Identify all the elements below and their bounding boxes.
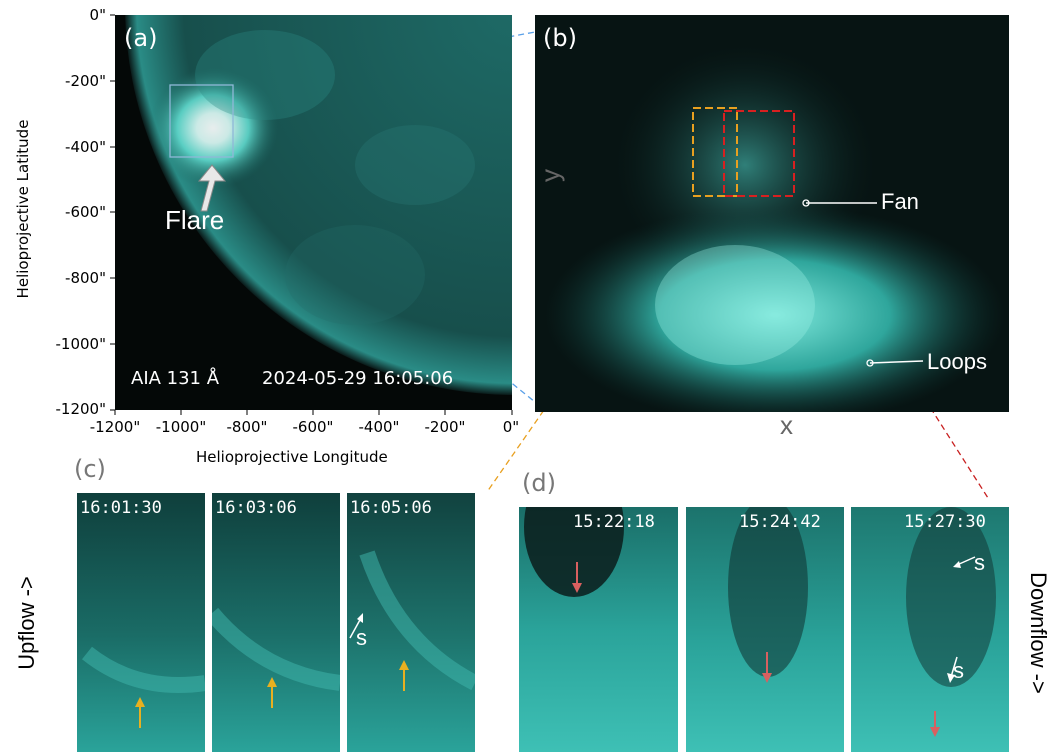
y-tick-2: -400" — [65, 138, 106, 156]
panel-c-frame-3 — [347, 493, 475, 752]
panel-d-frame-3 — [851, 507, 1009, 752]
panel-b-image — [535, 15, 1009, 412]
x-tick-2: -800" — [226, 418, 268, 436]
fan-label: Fan — [881, 189, 919, 214]
panel-a-axes — [110, 14, 513, 415]
y-tick-0: 0" — [89, 6, 106, 24]
panel-d-s-label-top: s — [974, 550, 985, 575]
panel-b-label: (b) — [543, 24, 577, 52]
panel-c-time-1: 16:01:30 — [80, 498, 162, 518]
x-tick-4: -400" — [358, 418, 400, 436]
orange-arrow-icon — [399, 660, 409, 691]
panel-c-label: (c) — [74, 455, 106, 483]
white-pointer-arrow-icon — [349, 613, 363, 639]
red-arrow-icon — [930, 711, 940, 737]
panel-a-image — [115, 15, 512, 410]
orange-arrow-icon — [135, 697, 145, 728]
y-tick-6: -1200" — [55, 400, 107, 418]
panel-c-frame-2 — [212, 493, 340, 752]
red-arrow-icon — [572, 562, 582, 593]
y-tick-4: -800" — [65, 269, 106, 287]
panel-d-time-3: 15:27:30 — [904, 512, 986, 532]
panel-a-label: (a) — [124, 24, 158, 52]
downflow-label: Downflow -> — [1025, 572, 1047, 694]
loops-label: Loops — [927, 349, 987, 374]
white-arrow-icon — [197, 164, 227, 212]
panel-a-time: 2024-05-29 16:05:06 — [262, 368, 454, 389]
x-tick-3: -600" — [292, 418, 334, 436]
x-tick-0: -1200" — [89, 418, 141, 436]
panel-d-time-2: 15:24:42 — [739, 512, 821, 532]
panel-d-time-1: 15:22:18 — [573, 512, 655, 532]
panel-c-frame-1 — [77, 493, 205, 752]
flare-label: Flare — [165, 205, 225, 235]
panel-b-y-label: y — [535, 169, 565, 182]
red-arrow-icon — [762, 652, 772, 683]
panel-d-label: (d) — [522, 469, 556, 497]
panel-c-time-2: 16:03:06 — [215, 498, 297, 518]
x-tick-5: -200" — [424, 418, 466, 436]
panel-a-instrument: AIA 131 Å — [131, 368, 220, 389]
panel-c-s-label: s — [356, 625, 367, 650]
white-pointer-arrow-icon — [953, 556, 976, 568]
x-tick-6: 0" — [502, 418, 520, 436]
solar-disk-graphic — [125, 15, 512, 395]
upflow-label: Upflow -> — [13, 576, 39, 670]
y-tick-1: -200" — [65, 72, 106, 90]
panel-d-frame-1 — [519, 507, 678, 752]
panel-d-s-label-mid: s — [953, 658, 964, 683]
y-tick-3: -600" — [65, 203, 106, 221]
orange-arrow-icon — [267, 677, 277, 708]
panel-b-x-label: x — [780, 410, 793, 440]
white-pointer-arrow-icon — [947, 656, 958, 683]
x-axis-title: Helioprojective Longitude — [196, 448, 388, 466]
panel-c-time-3: 16:05:06 — [350, 498, 432, 518]
x-tick-1: -1000" — [155, 418, 207, 436]
y-tick-5: -1000" — [55, 335, 107, 353]
panel-d-frame-2 — [686, 507, 844, 752]
y-axis-title: Helioprojective Latitude — [14, 119, 32, 299]
